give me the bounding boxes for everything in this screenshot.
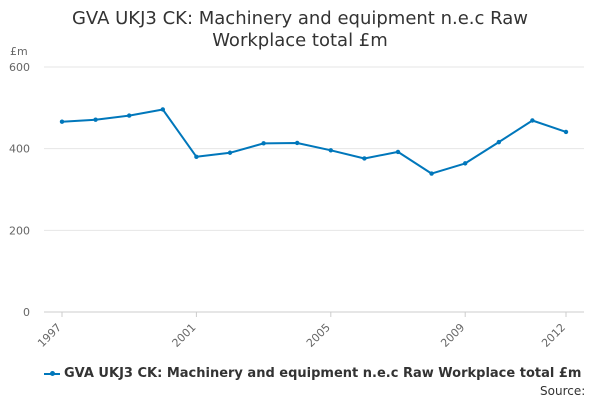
chart-title-line-1: GVA UKJ3 CK: Machinery and equipment n.e…: [71, 8, 528, 29]
data-point: [496, 139, 501, 145]
chart-title: GVA UKJ3 CK: Machinery and equipment n.e…: [0, 8, 600, 52]
y-tick-label: 200: [9, 224, 30, 237]
y-tick-label: 0: [23, 306, 30, 319]
x-tick-label: 2005: [304, 321, 333, 350]
y-tick-label: 400: [9, 143, 30, 156]
data-point: [295, 140, 300, 146]
series-line: [61, 108, 567, 175]
data-point: [261, 141, 266, 146]
axes: 0 200 400 600 1997 2001 2005 2009 2012: [9, 61, 584, 350]
data-point: [59, 119, 65, 124]
x-tick-label: 2009: [438, 321, 467, 350]
x-tick-label: 2001: [170, 321, 199, 350]
x-tick-label: 2012: [539, 321, 568, 350]
data-point: [530, 118, 535, 123]
legend-series-label: GVA UKJ3 CK: Machinery and equipment n.e…: [64, 366, 582, 381]
data-point: [429, 171, 434, 176]
legend-series-swatch: [44, 370, 60, 376]
source-label: Source:: [540, 384, 586, 398]
series-layer: [59, 107, 569, 176]
data-point: [160, 107, 165, 112]
data-point: [463, 161, 468, 166]
y-tick-label: 600: [9, 61, 30, 74]
data-point: [328, 148, 333, 153]
grid-lines: [44, 66, 584, 231]
legend[interactable]: GVA UKJ3 CK: Machinery and equipment n.e…: [44, 366, 581, 381]
data-point: [93, 117, 98, 122]
data-point: [227, 150, 233, 155]
data-point: [395, 149, 401, 155]
data-point: [194, 154, 199, 160]
data-point: [362, 156, 367, 161]
y-axis-unit-label: £m: [10, 45, 28, 58]
data-point: [127, 113, 132, 118]
chart-title-line-2: Workplace total £m: [212, 30, 388, 51]
data-point: [563, 129, 569, 135]
x-tick-label: 1997: [35, 321, 64, 350]
